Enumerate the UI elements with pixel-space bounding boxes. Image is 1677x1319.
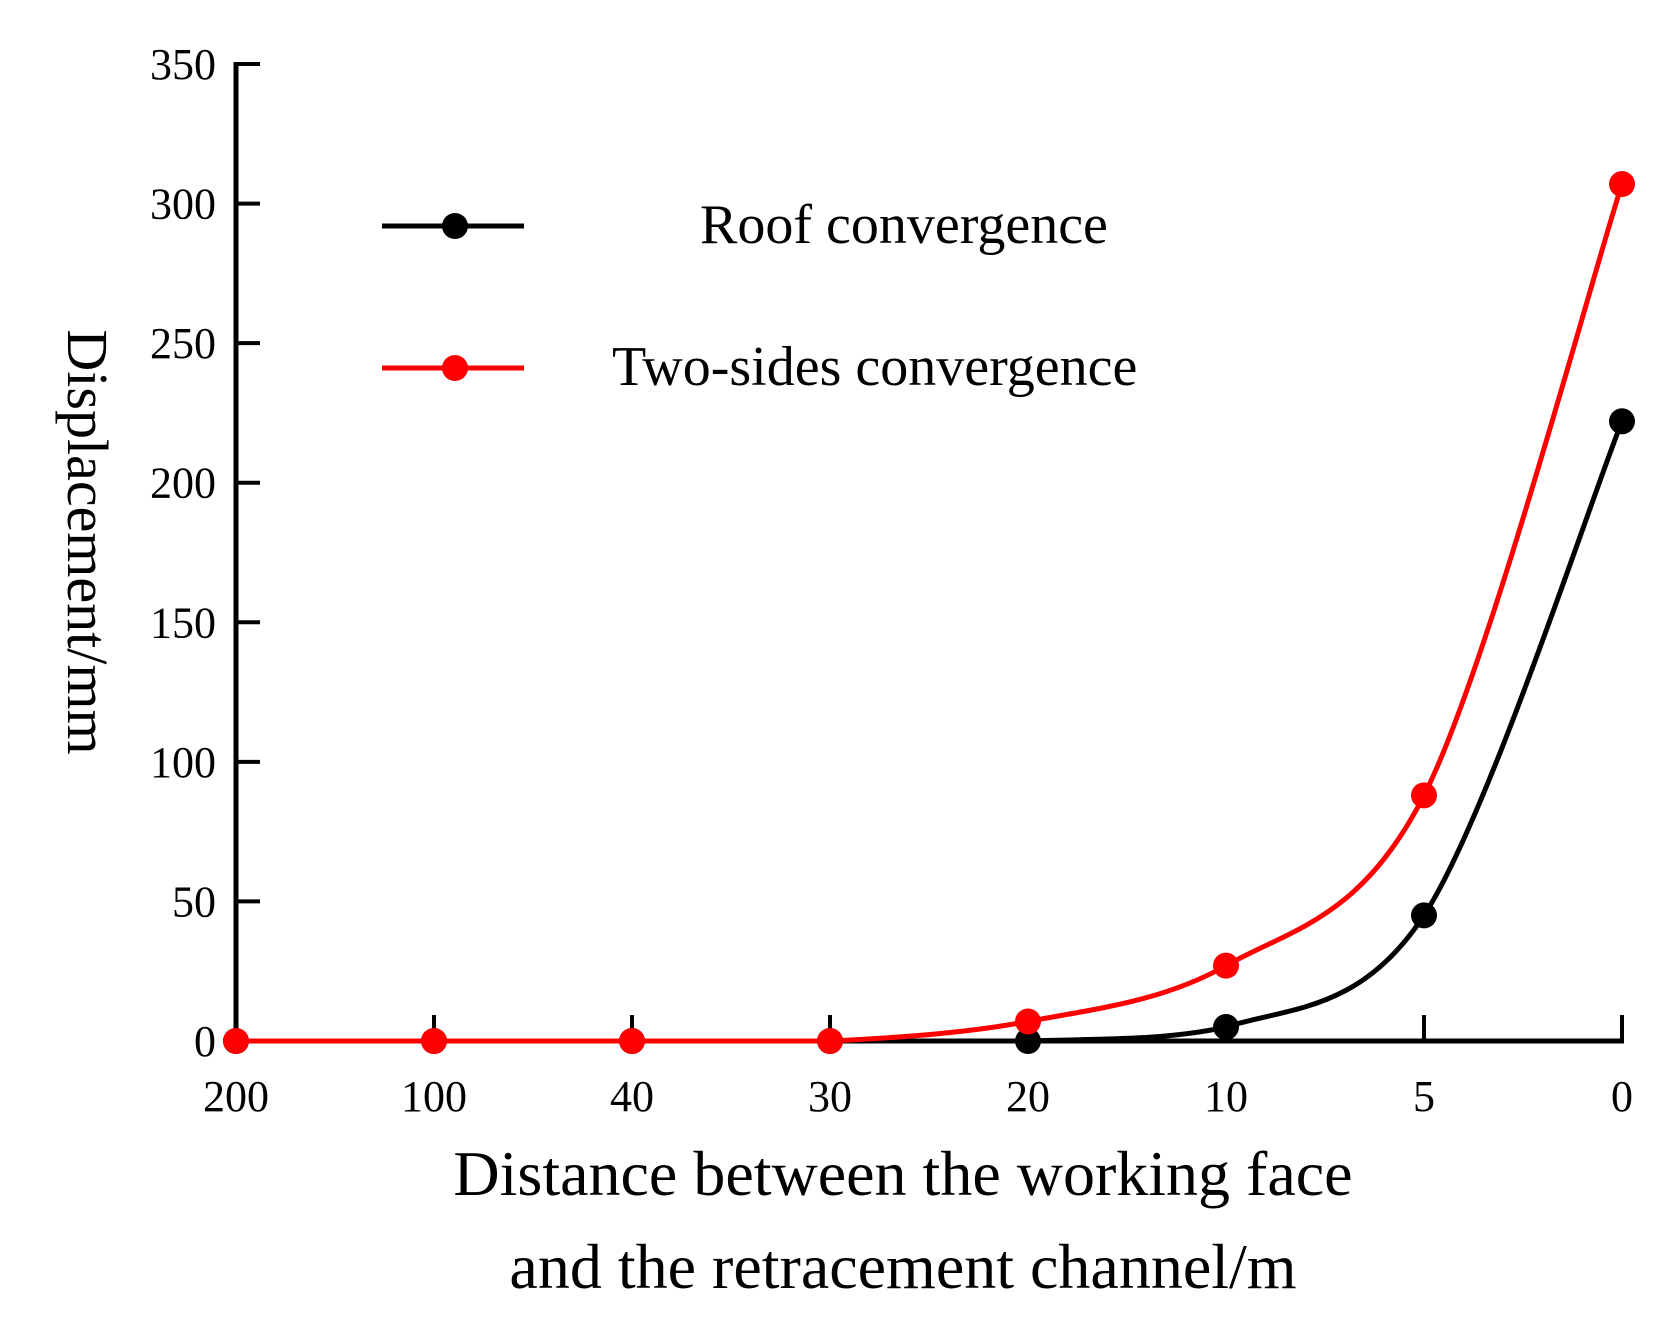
y-tick-label: 100 xyxy=(150,738,216,787)
y-tick-label: 300 xyxy=(150,180,216,229)
y-tick-label: 0 xyxy=(194,1017,216,1066)
x-tick-label: 40 xyxy=(610,1072,654,1121)
series-1-point xyxy=(1609,171,1635,198)
y-tick-label: 250 xyxy=(150,319,216,368)
series-line-0 xyxy=(236,420,1625,1044)
series-1-point xyxy=(1411,782,1437,809)
x-tick-label: 30 xyxy=(808,1072,852,1121)
series-0-point xyxy=(1015,1028,1041,1054)
x-tick-label: 100 xyxy=(401,1072,467,1121)
legend-label-1: Two-sides convergence xyxy=(612,336,1137,398)
x-tick-label: 20 xyxy=(1006,1072,1050,1121)
x-axis-title-line-1: Distance between the working face xyxy=(453,1138,1352,1209)
x-tick-label: 0 xyxy=(1611,1072,1633,1121)
y-tick-label: 150 xyxy=(150,598,216,647)
series-1-point xyxy=(421,1028,447,1054)
legend-label-0: Roof convergence xyxy=(700,194,1108,256)
series-0-point xyxy=(1213,1014,1239,1041)
series-0-point xyxy=(1609,408,1635,435)
series-0-point xyxy=(1411,902,1437,929)
y-tick-label: 350 xyxy=(150,40,216,89)
x-tick-label: 5 xyxy=(1413,1072,1435,1121)
series-1-point xyxy=(1015,1008,1041,1035)
points xyxy=(223,171,1635,1054)
series-1-point xyxy=(817,1028,843,1054)
x-tick-label: 200 xyxy=(203,1072,269,1121)
series-1-point xyxy=(1213,952,1239,979)
series-1-point xyxy=(619,1028,645,1054)
x-tick-label: 10 xyxy=(1204,1072,1248,1121)
y-tick-label: 50 xyxy=(172,877,216,926)
y-axis-title: Displacement/mm xyxy=(55,329,120,754)
y-tick-label: 200 xyxy=(150,459,216,508)
legend: Roof convergence Two-sides convergence xyxy=(382,194,1137,398)
series-1-point xyxy=(223,1028,249,1054)
legend-marker-1 xyxy=(442,355,468,381)
x-axis-title-line-2: and the retracement channel/m xyxy=(509,1231,1296,1302)
legend-marker-0 xyxy=(442,213,468,239)
labels: Displacement/mm Distance between the work… xyxy=(55,329,1353,1302)
